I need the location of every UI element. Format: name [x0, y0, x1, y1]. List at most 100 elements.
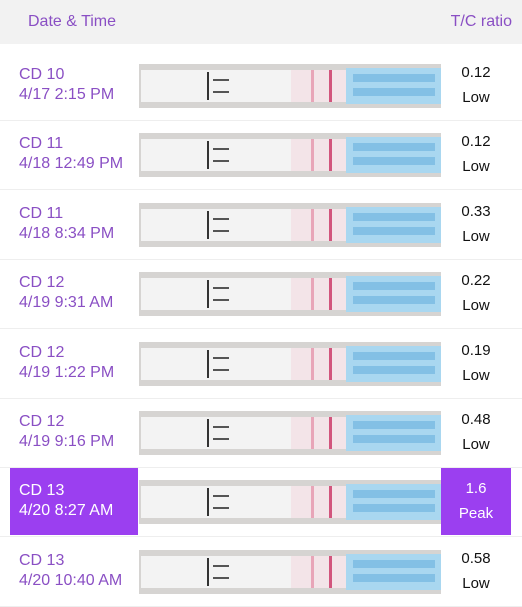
date-cell: CD 13 4/20 10:40 AM — [10, 538, 138, 605]
list-row[interactable]: CD 13 4/20 10:40 AM 0.58 Low — [0, 537, 522, 607]
handle-print — [353, 504, 435, 513]
max-arrow — [213, 229, 229, 232]
max-arrow — [213, 148, 229, 151]
result-window — [291, 70, 346, 102]
ratio: 0.19 — [461, 341, 491, 359]
handle-print — [353, 226, 435, 235]
ratio: 0.48 — [461, 411, 491, 428]
result: Low — [462, 297, 490, 315]
max-arrow — [213, 426, 229, 428]
date-cell: CD 12 4/19 9:16 PM — [10, 399, 138, 466]
handle-print — [353, 282, 435, 291]
ratio-cell: 0.48 Low — [441, 399, 511, 466]
test-strip — [139, 272, 441, 317]
ratio: 0.58 — [461, 549, 491, 567]
list-row[interactable]: CD 11 4/18 12:49 PM 0.12 Low — [0, 120, 522, 191]
list-row[interactable]: CD 12 4/19 9:31 AM 0.22 Low — [0, 259, 522, 330]
date-cell: CD 12 4/19 1:22 PM — [10, 330, 138, 397]
max-arrow — [213, 495, 229, 498]
strip-body — [141, 555, 291, 588]
datetime: 4/19 9:31 AM — [19, 294, 114, 312]
result: Low — [462, 227, 490, 245]
date-cell: CD 13 4/20 8:27 AM — [10, 468, 138, 536]
max-arrow — [213, 91, 229, 93]
ratio-header: T/C ratio — [450, 13, 512, 30]
test-strip — [139, 133, 441, 178]
ratio-cell: 0.19 Low — [441, 330, 511, 397]
cycle-day: CD 11 — [19, 204, 64, 222]
list-row[interactable]: CD 10 4/17 2:15 PM 0.12 Low — [0, 51, 522, 121]
test-strip — [139, 202, 441, 247]
max-arrow — [213, 160, 229, 163]
strip-body — [141, 417, 291, 449]
strip-body — [141, 70, 291, 102]
control-line — [329, 139, 332, 172]
result-window — [291, 139, 346, 172]
result: Low — [462, 574, 490, 592]
strip-body — [141, 139, 291, 172]
ratio: 0.33 — [461, 202, 491, 220]
date-cell: CD 10 4/17 2:15 PM — [10, 52, 138, 119]
cycle-day: CD 13 — [19, 551, 65, 569]
control-line — [329, 486, 332, 519]
strip-body — [141, 208, 291, 241]
ratio-cell: 0.12 Low — [441, 121, 511, 188]
max-arrow — [213, 564, 229, 567]
test-strip — [139, 411, 441, 455]
ratio: 0.12 — [461, 64, 491, 81]
result-window — [291, 555, 346, 588]
control-line — [329, 208, 332, 241]
result: Low — [462, 89, 490, 106]
test-line — [311, 70, 314, 102]
control-line — [329, 278, 332, 311]
strip-body — [141, 278, 291, 311]
handle-print — [353, 74, 435, 82]
datetime: 4/20 10:40 AM — [19, 571, 123, 589]
test-strip — [139, 480, 441, 525]
handle — [346, 345, 441, 382]
result-window — [291, 208, 346, 241]
max-arrow — [213, 79, 229, 81]
handle-print — [353, 351, 435, 360]
handle — [346, 553, 441, 590]
handle-print — [353, 559, 435, 568]
cycle-day: CD 12 — [19, 413, 65, 430]
result: Peak — [458, 505, 494, 523]
datetime: 4/18 12:49 PM — [19, 155, 124, 173]
control-line — [329, 417, 332, 449]
max-arrow — [213, 368, 229, 371]
test-line — [311, 486, 314, 519]
datetime: 4/19 9:16 PM — [19, 433, 115, 450]
list-row[interactable]: CD 11 4/18 8:34 PM 0.33 Low — [0, 190, 522, 260]
test-strip — [139, 64, 441, 108]
test-strip — [139, 341, 441, 386]
result-window — [291, 347, 346, 380]
max-arrow — [213, 287, 229, 290]
cycle-day: CD 12 — [19, 343, 65, 361]
handle-print — [353, 365, 435, 374]
list-row[interactable]: CD 13 4/20 8:27 AM 1.6 Peak — [0, 467, 522, 538]
cycle-day: CD 10 — [19, 66, 65, 83]
ratio-cell: 1.6 Peak — [441, 468, 511, 536]
max-arrow — [213, 507, 229, 510]
control-line — [329, 555, 332, 588]
date-cell: CD 11 4/18 12:49 PM — [10, 121, 138, 188]
strip-body — [141, 347, 291, 380]
table-header: Date & Time T/C ratio — [0, 0, 522, 44]
list-row[interactable]: CD 12 4/19 1:22 PM 0.19 Low — [0, 329, 522, 399]
test-line — [311, 347, 314, 380]
result: Low — [462, 436, 490, 453]
list-row[interactable]: CD 12 4/19 9:16 PM 0.48 Low — [0, 398, 522, 468]
ratio: 0.22 — [461, 272, 491, 290]
handle — [346, 415, 441, 451]
ratio-cell: 0.58 Low — [441, 538, 511, 605]
ratio-cell: 0.22 Low — [441, 260, 511, 327]
test-line — [311, 278, 314, 311]
ratio: 0.12 — [461, 133, 491, 151]
control-line — [329, 347, 332, 380]
datetime: 4/20 8:27 AM — [19, 502, 114, 520]
handle — [346, 276, 441, 313]
handle-print — [353, 88, 435, 96]
handle — [346, 68, 441, 104]
